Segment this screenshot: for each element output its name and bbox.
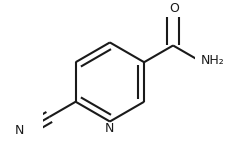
Text: NH₂: NH₂ (201, 54, 225, 67)
Text: N: N (105, 122, 114, 135)
Text: O: O (169, 2, 179, 15)
Text: N: N (15, 124, 24, 137)
